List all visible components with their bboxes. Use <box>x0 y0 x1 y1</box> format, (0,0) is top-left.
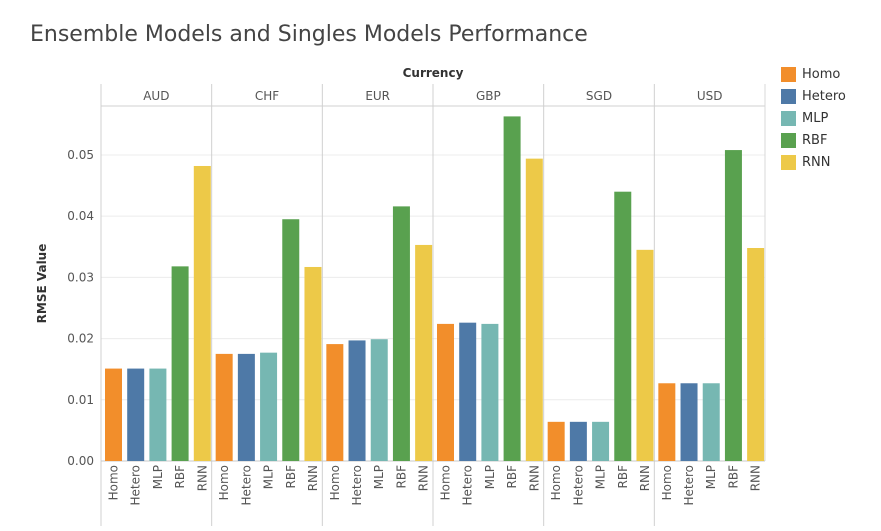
x-tick-label: RBF <box>616 465 630 489</box>
x-tick-label: MLP <box>262 465 276 489</box>
legend-swatch <box>781 110 796 126</box>
bar-sgd-hetero <box>569 421 587 461</box>
x-tick-label: RBF <box>173 465 187 489</box>
bar-sgd-rbf <box>614 191 632 462</box>
x-tick-label: Hetero <box>682 465 696 506</box>
x-tick-label: Homo <box>328 465 342 500</box>
bar-gbp-hetero <box>459 322 477 461</box>
x-tick-label: MLP <box>151 465 165 489</box>
x-tick-label: Homo <box>107 465 121 500</box>
x-tick-label: MLP <box>704 465 718 489</box>
x-tick-label: RNN <box>195 465 209 491</box>
x-tick-label: Homo <box>549 465 563 500</box>
group-label: CHF <box>255 89 279 103</box>
bar-aud-rbf <box>171 266 189 461</box>
legend-item-homo[interactable]: Homo <box>781 63 846 85</box>
bar-chf-rnn <box>304 266 322 461</box>
bar-usd-homo <box>658 383 676 461</box>
legend: Homo Hetero MLP RBF RNN <box>781 63 846 173</box>
legend-label: Homo <box>802 66 841 82</box>
x-tick-label: RNN <box>527 465 541 491</box>
group-label: USD <box>697 89 723 103</box>
bar-sgd-mlp <box>592 421 610 461</box>
bar-eur-rbf <box>392 206 410 461</box>
bar-eur-homo <box>326 344 344 461</box>
x-tick-label: RBF <box>726 465 740 489</box>
group-label: EUR <box>365 89 390 103</box>
bar-eur-mlp <box>370 339 388 461</box>
group-label: GBP <box>476 89 501 103</box>
bar-eur-rnn <box>415 244 433 461</box>
bar-aud-hetero <box>127 368 145 461</box>
y-tick-label: 0.03 <box>67 270 94 284</box>
bar-aud-rnn <box>193 165 211 461</box>
legend-swatch <box>781 88 796 104</box>
bar-gbp-homo <box>437 323 454 461</box>
group-label: AUD <box>143 89 169 103</box>
x-tick-label: RNN <box>306 465 320 491</box>
bar-gbp-mlp <box>481 323 499 461</box>
legend-item-rnn[interactable]: RNN <box>781 151 846 173</box>
x-tick-label: RNN <box>749 465 763 491</box>
y-axis-label: RMSE Value <box>35 244 49 324</box>
legend-swatch <box>781 132 796 148</box>
x-tick-label: Homo <box>660 465 674 500</box>
x-tick-label: RBF <box>394 465 408 489</box>
x-tick-label: Hetero <box>239 465 253 506</box>
bar-sgd-homo <box>547 421 565 461</box>
x-tick-label: RNN <box>417 465 431 491</box>
x-tick-label: Homo <box>439 465 453 500</box>
bar-sgd-rnn <box>636 249 654 461</box>
x-tick-label: MLP <box>594 465 608 489</box>
x-tick-label: Hetero <box>571 465 585 506</box>
bar-usd-rnn <box>747 248 765 461</box>
y-tick-label: 0.02 <box>67 332 94 346</box>
bar-gbp-rbf <box>503 116 521 461</box>
y-tick-label: 0.01 <box>67 393 94 407</box>
bar-chf-hetero <box>237 353 255 461</box>
legend-label: RBF <box>802 132 828 148</box>
x-tick-label: MLP <box>483 465 497 489</box>
x-tick-label: RNN <box>638 465 652 491</box>
column-header: Currency <box>403 66 464 80</box>
bar-chf-mlp <box>260 352 278 461</box>
chart-title: Ensemble Models and Singles Models Perfo… <box>30 22 588 47</box>
bar-eur-hetero <box>348 340 366 461</box>
bar-usd-rbf <box>724 150 742 461</box>
bar-chf-homo <box>215 353 233 461</box>
x-tick-label: Homo <box>217 465 231 500</box>
bar-usd-hetero <box>680 383 698 461</box>
legend-item-rbf[interactable]: RBF <box>781 129 846 151</box>
legend-label: MLP <box>802 110 829 126</box>
x-tick-label: RBF <box>284 465 298 489</box>
legend-swatch <box>781 154 796 170</box>
bar-aud-mlp <box>149 368 167 461</box>
group-label: SGD <box>586 89 612 103</box>
bar-usd-mlp <box>702 383 720 461</box>
x-tick-label: RBF <box>505 465 519 489</box>
legend-item-mlp[interactable]: MLP <box>781 107 846 129</box>
legend-item-hetero[interactable]: Hetero <box>781 85 846 107</box>
legend-label: RNN <box>802 154 831 170</box>
x-tick-label: Hetero <box>461 465 475 506</box>
y-tick-label: 0.04 <box>67 209 94 223</box>
legend-swatch <box>781 66 796 82</box>
x-tick-label: MLP <box>372 465 386 489</box>
bar-aud-homo <box>105 368 122 461</box>
legend-label: Hetero <box>802 88 846 104</box>
x-tick-label: Hetero <box>129 465 143 506</box>
y-tick-label: 0.05 <box>67 148 94 162</box>
x-tick-label: Hetero <box>350 465 364 506</box>
bar-gbp-rnn <box>525 158 543 461</box>
y-tick-label: 0.00 <box>67 454 94 468</box>
bar-chf-rbf <box>282 219 300 461</box>
